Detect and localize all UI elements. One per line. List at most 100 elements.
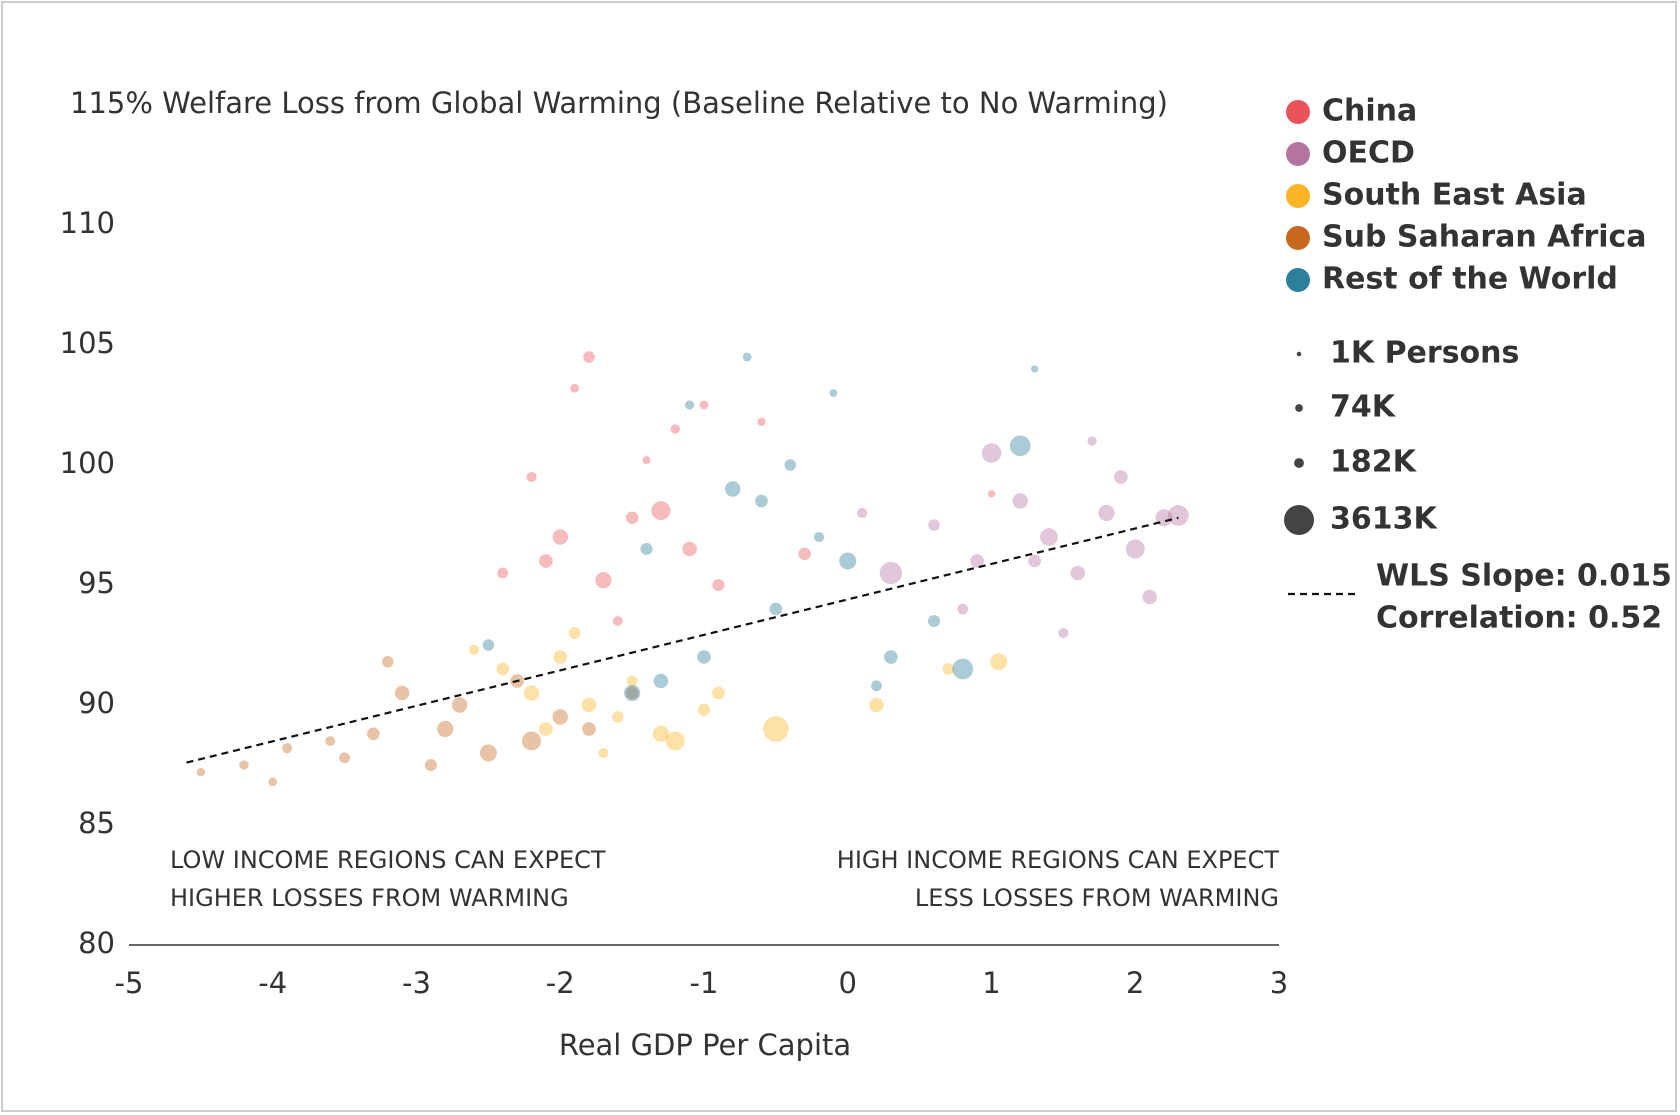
legend-label: Rest of the World — [1322, 262, 1618, 297]
bubble — [437, 720, 454, 738]
bubble — [282, 743, 293, 754]
bubble — [651, 501, 671, 521]
bubble — [583, 351, 595, 363]
bubble — [757, 417, 766, 426]
bubble — [523, 685, 540, 701]
annotation: LOW INCOME REGIONS CAN EXPECT — [170, 846, 606, 874]
bubble — [879, 561, 903, 585]
y-tick-label: 105 — [60, 326, 115, 360]
bubble — [1167, 505, 1189, 526]
bubble — [1012, 493, 1028, 509]
fit-label: WLS Slope: 0.015 — [1376, 559, 1672, 594]
bubble — [829, 389, 838, 397]
bubble — [784, 459, 796, 471]
bubble — [595, 572, 612, 589]
size-legend-marker — [1296, 351, 1302, 357]
chart-title: 115% Welfare Loss from Global Warming (B… — [70, 86, 1168, 120]
bubble — [482, 639, 495, 651]
legend-swatch — [1286, 268, 1310, 292]
bubble — [394, 685, 410, 701]
bubble — [239, 760, 249, 770]
y-tick-label: 90 — [78, 686, 115, 720]
x-axis-label: Real GDP Per Capita — [559, 1028, 851, 1062]
bubble — [699, 400, 709, 410]
size-legend-marker — [1294, 458, 1304, 468]
bubble — [682, 541, 697, 557]
size-legend-label: 182K — [1330, 445, 1418, 480]
size-legend-label: 74K — [1330, 390, 1397, 425]
y-tick-label: 100 — [60, 446, 115, 480]
bubble — [742, 352, 752, 362]
size-legend-marker — [1284, 505, 1314, 535]
bubble — [990, 653, 1008, 671]
bubble — [582, 722, 596, 736]
legend-label: South East Asia — [1322, 178, 1587, 213]
bubble — [670, 424, 680, 434]
x-tick-label: -4 — [258, 966, 287, 1000]
bubble — [568, 626, 581, 640]
bubble — [653, 673, 669, 689]
bubble — [325, 736, 336, 746]
bubble — [769, 602, 783, 616]
x-tick-label: -3 — [402, 966, 431, 1000]
bubble — [1058, 627, 1069, 639]
legend-label: Sub Saharan Africa — [1322, 220, 1647, 255]
bubble — [697, 650, 711, 664]
bubble — [981, 443, 1002, 463]
bubble — [1125, 539, 1145, 559]
bubble — [612, 616, 623, 626]
bubble — [625, 511, 639, 525]
legend-swatch — [1286, 226, 1310, 250]
bubble — [570, 383, 579, 393]
bubble — [552, 529, 568, 545]
bubble — [367, 727, 380, 741]
bubble — [479, 744, 497, 762]
bubble — [424, 758, 437, 772]
bubble — [684, 400, 695, 410]
bubble — [970, 554, 984, 568]
y-tick-label: 95 — [78, 566, 115, 600]
legend-swatch — [1286, 100, 1310, 124]
bubble — [339, 752, 351, 764]
bubble — [763, 716, 789, 742]
bubble — [626, 675, 638, 687]
size-legend-label: 1K Persons — [1330, 336, 1519, 371]
bubble — [712, 578, 725, 592]
y-tick-label: 85 — [78, 806, 115, 840]
x-tick-label: 3 — [1270, 966, 1288, 1000]
bubble — [468, 644, 480, 655]
bubble — [451, 697, 468, 713]
bubble — [798, 547, 811, 561]
bubble — [382, 656, 394, 668]
size-legend-label: 3613K — [1330, 502, 1438, 537]
bubble — [553, 650, 568, 664]
y-tick-label: 80 — [78, 926, 115, 960]
bubble — [1142, 589, 1157, 605]
x-tick-label: -5 — [115, 966, 144, 1000]
x-tick-label: 2 — [1126, 966, 1144, 1000]
bubble — [1070, 565, 1086, 581]
bubble — [624, 684, 641, 702]
bubble — [712, 686, 725, 700]
size-legend-marker — [1295, 404, 1303, 412]
bubble — [539, 554, 553, 568]
bubble — [884, 650, 898, 664]
bubble — [942, 663, 955, 675]
annotation: LESS LOSSES FROM WARMING — [915, 884, 1279, 912]
bubble — [1009, 435, 1031, 457]
bubble — [612, 711, 624, 723]
bubble — [1098, 504, 1115, 522]
bubble — [497, 567, 509, 579]
bubble — [539, 722, 553, 736]
bubble — [987, 490, 996, 498]
bubble — [1030, 365, 1039, 373]
bubble — [927, 614, 941, 628]
bubble — [652, 725, 669, 742]
bubble — [1114, 470, 1128, 484]
bubble — [755, 494, 768, 508]
bubble — [857, 507, 868, 519]
bubble — [552, 709, 568, 725]
bubble — [952, 658, 974, 680]
